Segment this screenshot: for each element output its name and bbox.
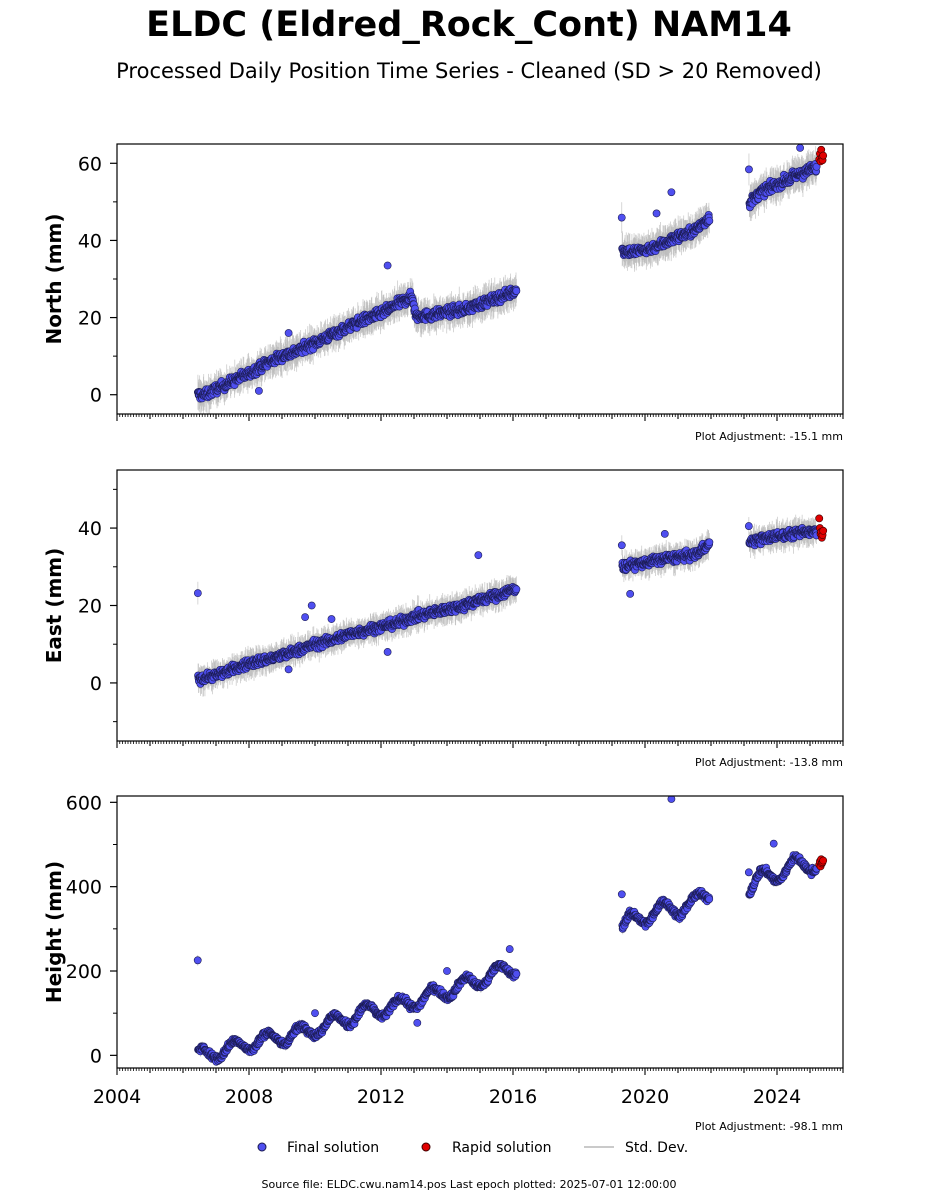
- y-tick-label: 0: [90, 385, 102, 407]
- final-point-outlier: [383, 261, 392, 270]
- final-point-outlier: [652, 209, 661, 218]
- y-tick-label: 20: [78, 308, 102, 330]
- final-point: [617, 213, 626, 222]
- final-point: [193, 589, 202, 598]
- final-point: [812, 162, 821, 171]
- panel-north: 0 20 40 60 North (mm) Plot Adjustment: -15.1 …: [42, 143, 844, 443]
- final-point: [512, 286, 521, 295]
- plot-area: [193, 514, 828, 697]
- final-point-outlier: [254, 386, 263, 395]
- final-point: [745, 165, 753, 174]
- chart-title: ELDC (Eldred_Rock_Cont) NAM14: [146, 5, 792, 45]
- chart-subtitle: Processed Daily Position Time Series - C…: [116, 59, 822, 83]
- plot-area: [194, 144, 828, 414]
- plot-adjustment-note: Plot Adjustment: -15.1 mm: [695, 430, 843, 443]
- final-point-outlier: [284, 329, 293, 337]
- final-point-outlier: [796, 144, 804, 152]
- final-point-outlier: [667, 188, 676, 197]
- rapid-point: [819, 151, 828, 160]
- y-axis-label: North (mm): [42, 213, 66, 344]
- y-tick-label: 40: [78, 230, 102, 252]
- y-tick-label: 60: [78, 153, 102, 175]
- final-point: [705, 216, 714, 225]
